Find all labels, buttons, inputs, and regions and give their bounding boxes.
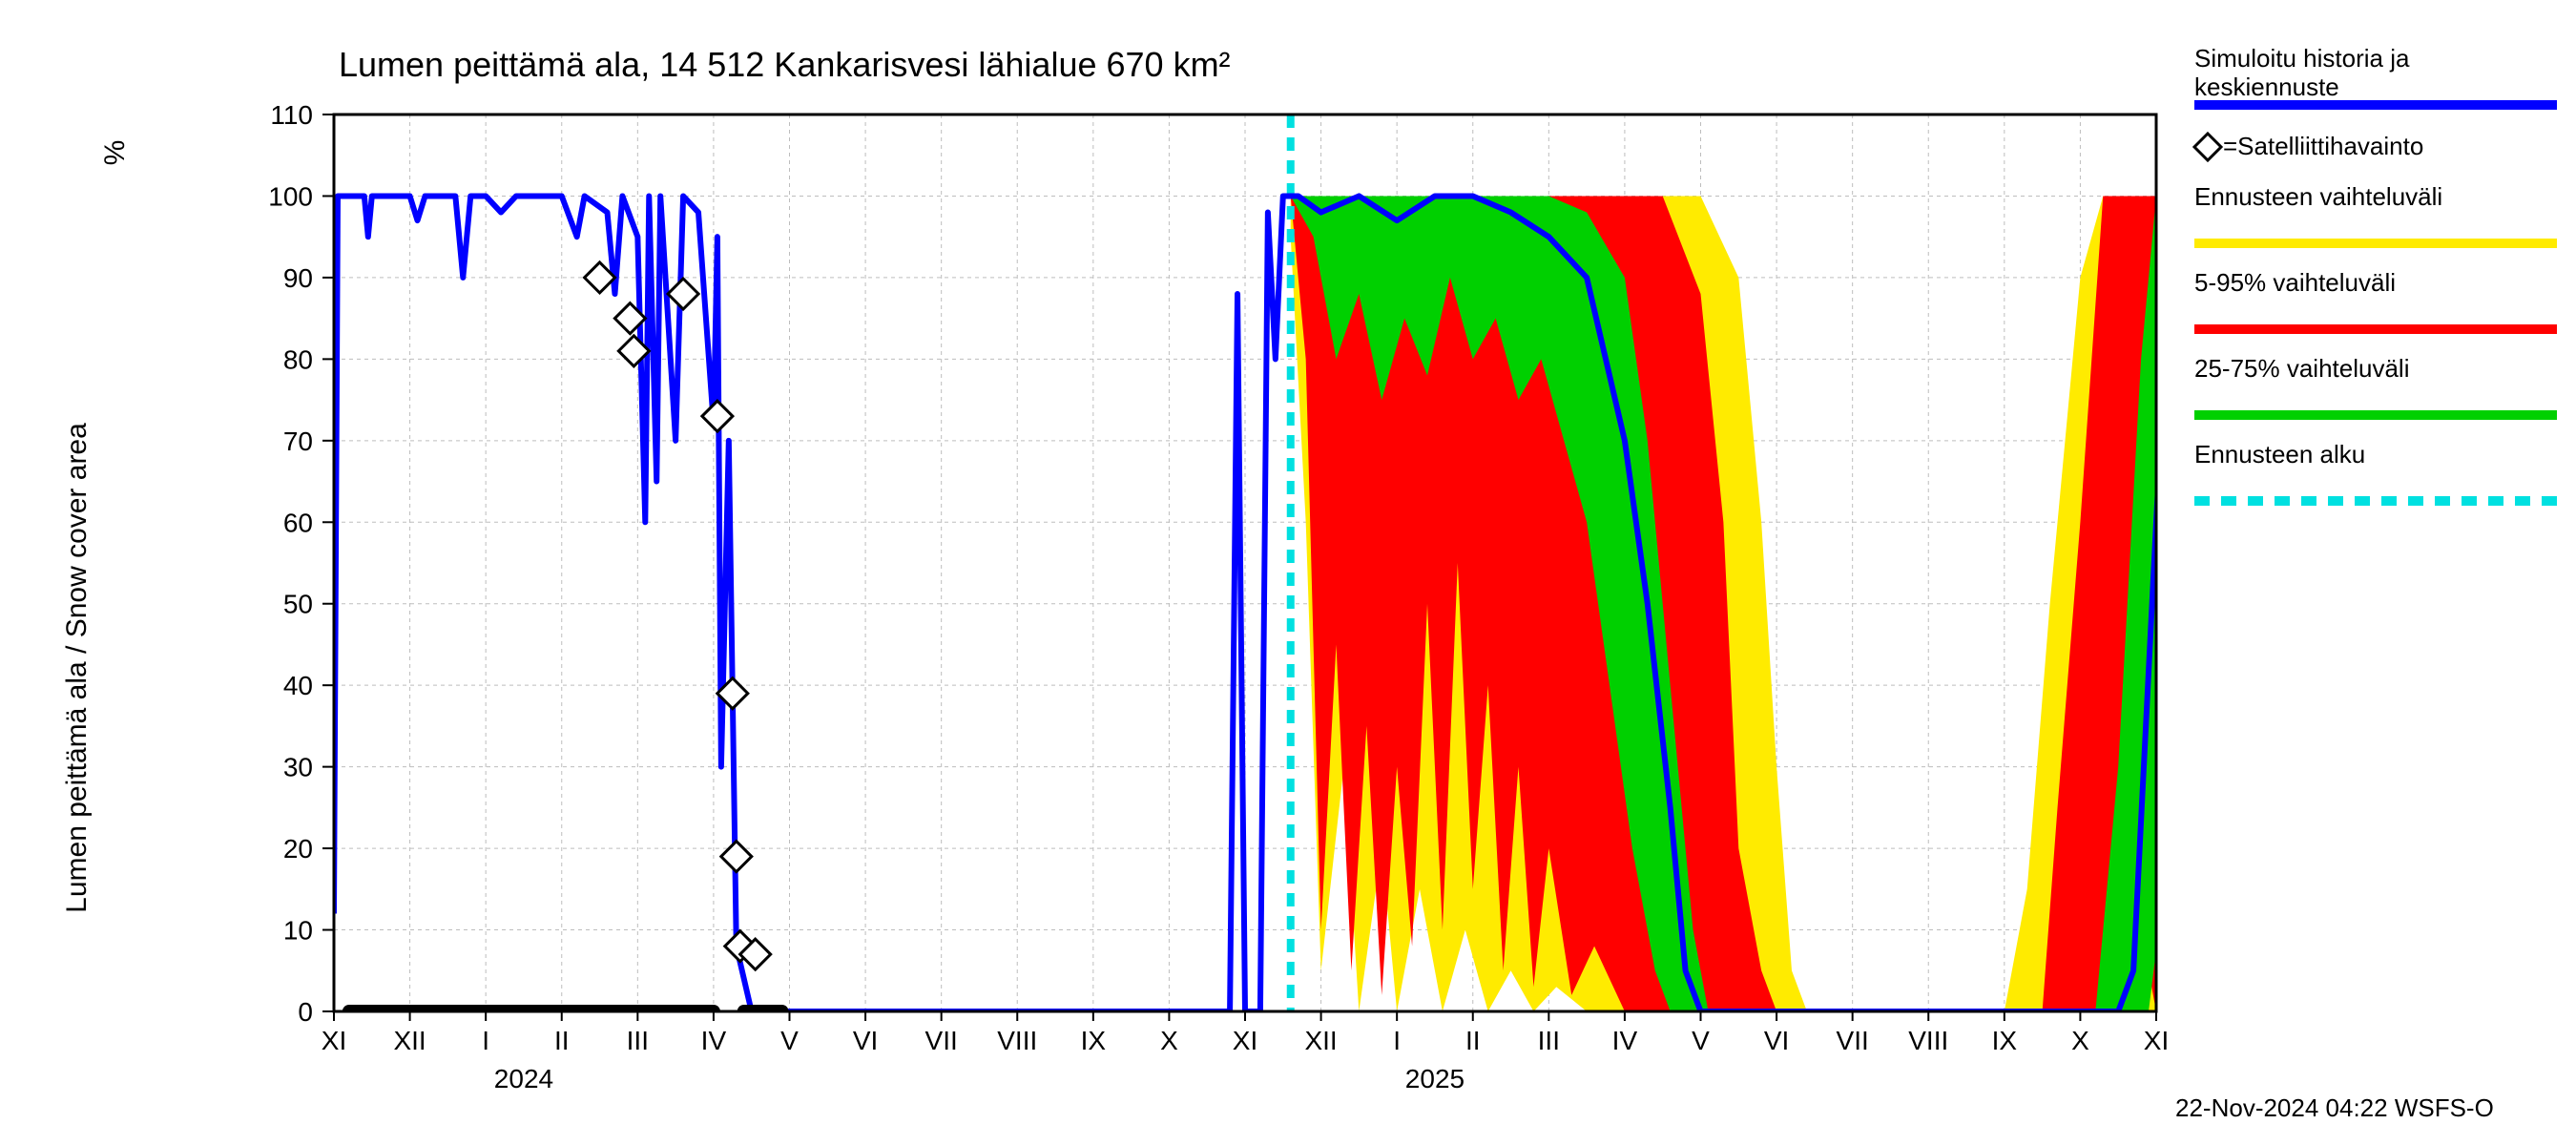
legend-label: 25-75% vaihteluväli	[2194, 354, 2409, 383]
x-month-label: I	[1393, 1026, 1401, 1055]
x-month-label: V	[1692, 1026, 1710, 1055]
y-tick-label: 0	[298, 997, 313, 1027]
x-month-label: IV	[701, 1026, 727, 1055]
legend-label: keskiennuste	[2194, 73, 2339, 101]
y-tick-label: 50	[283, 590, 313, 619]
x-month-label: I	[482, 1026, 489, 1055]
x-month-label: XI	[2144, 1026, 2169, 1055]
y-tick-label: 110	[270, 100, 313, 130]
x-month-label: VIII	[1908, 1026, 1948, 1055]
x-month-label: IX	[1992, 1026, 2018, 1055]
y-tick-label: 30	[283, 753, 313, 782]
satellite-marker	[702, 401, 733, 431]
y-tick-label: 80	[283, 344, 313, 374]
x-month-label: XII	[393, 1026, 426, 1055]
satellite-marker	[721, 842, 752, 872]
legend-label: Simuloitu historia ja	[2194, 44, 2410, 73]
legend: Simuloitu historia jakeskiennuste =Satell…	[2194, 44, 2557, 501]
x-month-label: X	[2071, 1026, 2089, 1055]
x-year-label: 2024	[494, 1064, 553, 1093]
x-month-label: XI	[1233, 1026, 1257, 1055]
x-month-label: XII	[1304, 1026, 1337, 1055]
snow-cover-chart: Lumen peittämä ala, 14 512 Kankarisvesi …	[0, 0, 2576, 1145]
y-axis-label: Lumen peittämä ala / Snow cover area	[61, 423, 93, 913]
y-tick-label: 20	[283, 834, 313, 864]
x-month-label: VI	[853, 1026, 878, 1055]
x-month-label: II	[554, 1026, 570, 1055]
x-month-label: IV	[1612, 1026, 1638, 1055]
chart-svg: Lumen peittämä ala, 14 512 Kankarisvesi …	[0, 0, 2576, 1145]
y-tick-label: 100	[268, 181, 313, 211]
legend-label: Ennusteen alku	[2194, 440, 2365, 468]
y-tick-label: 70	[283, 427, 313, 456]
history-line	[334, 196, 2194, 1035]
legend-diamond-icon	[2194, 134, 2221, 160]
y-tick-label: 10	[283, 916, 313, 946]
y-tick-label: 40	[283, 671, 313, 700]
x-month-label: II	[1465, 1026, 1481, 1055]
legend-label: Ennusteen vaihteluväli	[2194, 182, 2442, 211]
x-month-label: V	[780, 1026, 799, 1055]
x-month-label: VIII	[997, 1026, 1037, 1055]
plot-area: 0102030405060708090100110XIXIIIIIIIIIVVV…	[268, 100, 2194, 1093]
y-tick-label: 60	[283, 508, 313, 537]
x-month-label: III	[1538, 1026, 1560, 1055]
x-month-label: VII	[1837, 1026, 1869, 1055]
x-month-label: VI	[1764, 1026, 1789, 1055]
y-axis-unit: %	[99, 140, 131, 166]
x-month-label: III	[627, 1026, 649, 1055]
footer-timestamp: 22-Nov-2024 04:22 WSFS-O	[2175, 1093, 2494, 1122]
legend-label: =Satelliittihavainto	[2223, 132, 2423, 160]
y-tick-label: 90	[283, 263, 313, 293]
satellite-marker	[668, 279, 698, 309]
x-month-label: VII	[925, 1026, 958, 1055]
x-month-label: XI	[322, 1026, 346, 1055]
chart-title: Lumen peittämä ala, 14 512 Kankarisvesi …	[339, 45, 1231, 84]
x-year-label: 2025	[1405, 1064, 1465, 1093]
x-month-label: X	[1160, 1026, 1178, 1055]
x-month-label: IX	[1081, 1026, 1107, 1055]
legend-label: 5-95% vaihteluväli	[2194, 268, 2396, 297]
